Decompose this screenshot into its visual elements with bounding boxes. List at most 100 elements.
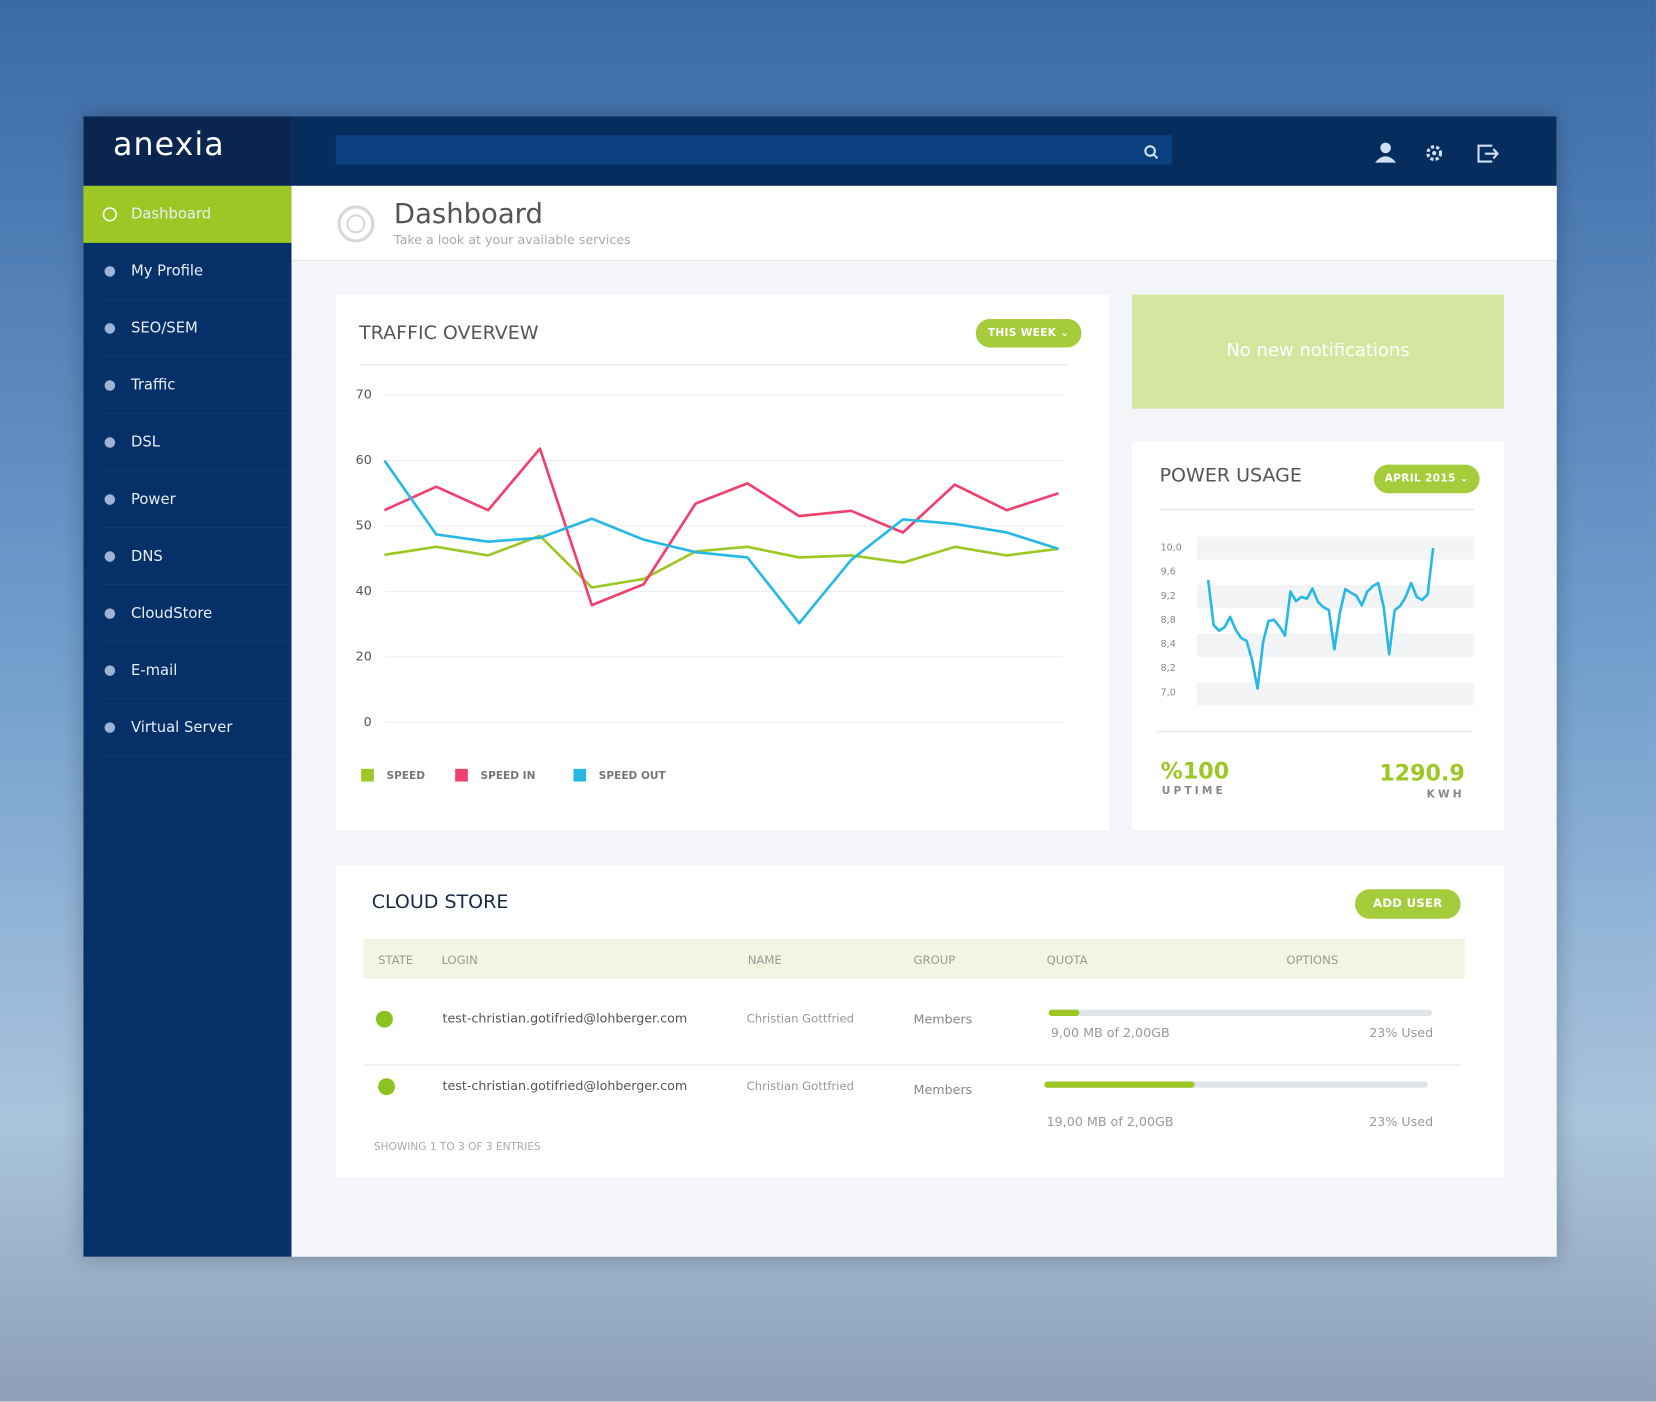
y-tick-label: 60	[356, 452, 372, 467]
nav-item[interactable]: CloudStore	[83, 585, 292, 643]
nav-icon	[102, 207, 117, 222]
column-header: LOGIN	[441, 953, 478, 968]
nav-item[interactable]: SEO/SEM	[83, 300, 292, 357]
y-tick-label: 50	[356, 517, 372, 532]
nav-separator	[100, 755, 292, 757]
column-header: NAME	[747, 953, 782, 968]
nav-icon	[104, 437, 116, 448]
y-tick-label: 40	[356, 583, 372, 598]
nav-icon	[104, 665, 116, 676]
band	[1196, 682, 1475, 706]
y-tick-label: 8,2	[1161, 663, 1176, 674]
nav-label[interactable]: Power	[130, 491, 176, 508]
data-line	[1206, 547, 1435, 690]
name: Christian Gottfried	[746, 1011, 854, 1026]
nav-label[interactable]: E-mail	[130, 662, 178, 680]
quota-track	[1044, 1081, 1428, 1088]
brand: anexia	[113, 126, 225, 164]
notification-box	[1132, 294, 1504, 409]
nav-label[interactable]: DNS	[130, 548, 163, 566]
data-line	[384, 534, 1059, 589]
divider	[1159, 509, 1475, 511]
quota-fill	[1048, 1009, 1080, 1016]
legend-swatch	[573, 768, 587, 782]
band	[1196, 585, 1475, 609]
nav-label[interactable]: Virtual Server	[130, 719, 233, 737]
state-dot	[378, 1078, 395, 1096]
nav-label[interactable]: Dashboard	[130, 205, 212, 223]
top-icons[interactable]	[1371, 139, 1508, 166]
add-user-button[interactable]: ADD USER	[1354, 889, 1461, 919]
y-tick-label: 9,6	[1161, 567, 1176, 578]
nav-icon	[104, 551, 116, 562]
nav-separator	[100, 526, 292, 529]
nav-icon	[104, 380, 116, 391]
filter-label[interactable]: APRIL 2015	[1384, 473, 1456, 485]
nav-label[interactable]: CloudStore	[130, 605, 213, 623]
cloud-card	[335, 864, 1504, 1178]
y-tick-label: 7,0	[1161, 687, 1176, 698]
nav-icon	[104, 266, 116, 277]
legend-label: SPEED IN	[481, 770, 536, 782]
legend-label: SPEED	[387, 770, 426, 782]
nav-label[interactable]: Traffic	[130, 377, 176, 394]
nav-separator	[100, 641, 292, 643]
band	[1196, 536, 1475, 560]
quota-text: 9,00 MB of 2,00GB	[1050, 1025, 1170, 1041]
card-title: CLOUD STORE	[371, 891, 509, 914]
kwh-value: 1290.9	[1379, 760, 1465, 786]
nav-separator	[100, 698, 292, 700]
column-header: GROUP	[913, 953, 956, 968]
filter-label[interactable]: THIS WEEK	[987, 327, 1057, 340]
nav-item[interactable]: Traffic	[83, 357, 292, 414]
search-icon[interactable]	[1141, 142, 1162, 163]
data-line	[383, 447, 1059, 607]
logo-area	[83, 116, 292, 186]
nav-item[interactable]: Virtual Server	[83, 699, 292, 757]
nav-icon	[104, 494, 116, 505]
search-box[interactable]	[335, 135, 1173, 165]
nav-separator	[100, 584, 292, 586]
nav-item[interactable]: DNS	[83, 528, 292, 586]
row-divider	[363, 1064, 1462, 1066]
column-header: QUOTA	[1046, 953, 1088, 968]
login: test-christian.gotifried@lohberger.com	[442, 1010, 688, 1026]
y-tick-label: 8,8	[1161, 615, 1176, 626]
nav-item[interactable]: Power	[83, 471, 292, 529]
legend-swatch	[361, 768, 374, 782]
y-tick-label: 70	[356, 386, 372, 401]
nav-label[interactable]: My Profile	[130, 262, 204, 280]
legend-label: SPEED OUT	[599, 770, 667, 782]
nav-separator	[100, 469, 292, 472]
nav-icon	[104, 323, 116, 334]
header-icon	[337, 205, 375, 243]
y-tick-label: 8,4	[1161, 639, 1176, 650]
column-header: OPTIONS	[1286, 953, 1339, 968]
group: Members	[913, 1011, 973, 1027]
nav-item[interactable]: E-mail	[83, 642, 292, 700]
y-tick-label: 9,2	[1161, 591, 1176, 602]
uptime-label: UPTIME	[1161, 785, 1226, 798]
power-chart: 10,0 9,6 9,2 8,8 8,4 8,2 7,0	[1161, 536, 1475, 706]
quota-used: 23% Used	[1369, 1114, 1434, 1129]
y-tick-label: 0	[364, 714, 372, 729]
sidebar	[83, 185, 292, 1257]
nav-separator	[100, 355, 292, 357]
divider	[1157, 730, 1473, 732]
nav-item[interactable]: My Profile	[83, 243, 292, 300]
quota-text: 19,00 MB of 2,00GB	[1046, 1114, 1174, 1129]
filter-button[interactable]: THIS WEEK ⌄	[975, 318, 1082, 348]
login: test-christian.gotifried@lohberger.com	[442, 1078, 688, 1094]
legend-swatch	[455, 768, 468, 782]
divider	[359, 364, 1068, 366]
page-subtitle: Take a look at your available services	[393, 232, 631, 248]
nav-item[interactable]: Dashboard	[83, 185, 292, 243]
traffic-chart: 70 60 50 40 20 0 SPEED SPEED IN SPEED OUT	[356, 386, 1064, 782]
uptime-value: %100	[1160, 758, 1230, 784]
nav-label[interactable]: SEO/SEM	[130, 319, 198, 337]
filter-button[interactable]: APRIL 2015 ⌄	[1373, 464, 1480, 494]
nav-item[interactable]: DSL	[83, 414, 292, 472]
nav-label[interactable]: DSL	[130, 434, 160, 451]
group: Members	[913, 1082, 973, 1098]
